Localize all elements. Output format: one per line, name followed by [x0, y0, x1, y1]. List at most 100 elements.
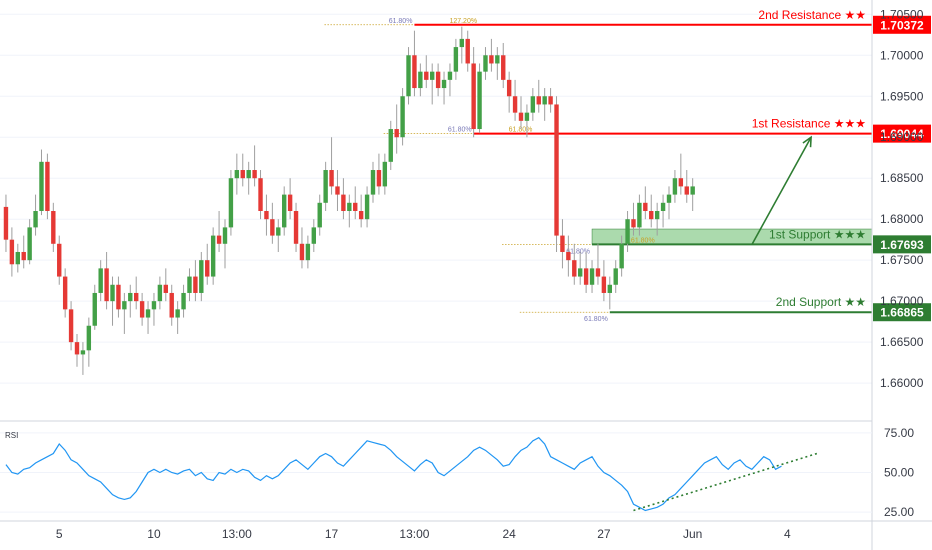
- x-tick-label: 4: [784, 527, 791, 541]
- candle: [578, 251, 583, 285]
- candle: [157, 276, 163, 310]
- candle: [134, 276, 139, 310]
- candle: [554, 96, 559, 252]
- candle-body: [400, 96, 405, 138]
- candle-body: [631, 219, 636, 228]
- candle: [122, 292, 127, 334]
- y-tick-label: 1.70000: [880, 48, 924, 62]
- candle: [678, 153, 684, 195]
- candle-body: [222, 227, 228, 244]
- candle-body: [305, 243, 311, 261]
- candle: [21, 235, 26, 269]
- candle-body: [74, 342, 80, 355]
- candle-body: [246, 170, 251, 179]
- candle: [62, 268, 68, 318]
- candle: [625, 211, 630, 252]
- candle: [424, 55, 429, 89]
- candle-body: [560, 235, 565, 252]
- candle: [175, 301, 180, 334]
- candle-body: [370, 170, 376, 195]
- candle: [9, 227, 15, 277]
- candle-body: [530, 96, 536, 113]
- candle: [613, 260, 618, 293]
- candle-body: [512, 96, 518, 113]
- support-2-label: 2nd Support ★★: [776, 295, 866, 309]
- resistance-1-label: 1st Resistance ★★★: [752, 117, 866, 131]
- candle: [583, 251, 589, 293]
- candle: [228, 170, 234, 236]
- candle: [560, 219, 565, 269]
- x-tick-label: 24: [502, 527, 516, 541]
- candle-body: [276, 227, 281, 236]
- candle-body: [684, 186, 689, 195]
- candle-body: [388, 129, 393, 162]
- support-2-fib-label: 61.80%: [584, 316, 608, 323]
- candle-body: [282, 194, 287, 228]
- level-lines: 2nd Resistance ★★ 61.80% 127.20% 1st Resist…: [324, 8, 872, 323]
- candle-body: [690, 186, 695, 195]
- candle-body: [625, 219, 630, 244]
- candle-body: [364, 194, 370, 220]
- candle: [435, 63, 441, 97]
- candle: [51, 202, 56, 252]
- rsi-title: RSI: [5, 431, 18, 440]
- candle-body: [654, 211, 660, 220]
- candle-body: [33, 211, 38, 228]
- candle: [406, 47, 411, 105]
- candle: [240, 153, 245, 187]
- candle: [459, 26, 464, 64]
- candle-body: [193, 276, 198, 293]
- candle-body: [323, 170, 328, 203]
- projection-arrow: [751, 135, 812, 245]
- candle-body: [347, 202, 352, 211]
- support-1-tag: [873, 235, 931, 254]
- candle-body: [501, 55, 506, 80]
- resistance-1-tag-text: 1.69044: [880, 127, 924, 141]
- candle-body: [589, 268, 595, 285]
- candle: [287, 178, 293, 220]
- candle-body: [57, 243, 62, 277]
- candle-body: [317, 202, 322, 228]
- candle-body: [435, 71, 441, 89]
- candle: [430, 63, 435, 105]
- candle: [15, 243, 20, 273]
- x-tick-label: 13:00: [222, 527, 252, 541]
- candle: [33, 194, 38, 236]
- y-tick-label: 1.68000: [880, 212, 924, 226]
- candle: [199, 251, 204, 302]
- support-1-fib-label: 61.80%: [566, 248, 590, 255]
- candle-body: [163, 284, 168, 293]
- candle: [264, 194, 269, 236]
- candle-body: [554, 104, 559, 236]
- candle: [335, 170, 340, 211]
- candle: [252, 145, 257, 187]
- candle-body: [122, 301, 127, 310]
- x-tick-label: 13:00: [399, 527, 429, 541]
- candle: [234, 153, 240, 195]
- candle: [548, 88, 553, 113]
- candle: [666, 186, 672, 220]
- candle-body: [430, 71, 435, 80]
- candle: [222, 219, 228, 269]
- price-grid: [0, 13, 872, 384]
- resistance-2-tag: [873, 15, 931, 34]
- price-tags: 1.70372 1.69044 1.67693 1.66865: [873, 15, 931, 322]
- support-2-tag-text: 1.66865: [880, 306, 924, 320]
- candle: [347, 194, 352, 228]
- candle-body: [311, 227, 316, 244]
- candle: [139, 292, 145, 326]
- candle-body: [110, 284, 115, 302]
- candle-body: [145, 309, 151, 318]
- candle-body: [441, 79, 447, 89]
- candle-body: [566, 251, 571, 261]
- candle-body: [578, 268, 583, 277]
- support-1-fib-label-2: 161.80%: [627, 237, 655, 244]
- y-tick-label: 1.67500: [880, 253, 924, 267]
- candle: [353, 186, 358, 220]
- candle: [453, 38, 459, 80]
- candle: [80, 342, 86, 375]
- rsi-tick-label: 50.00: [884, 466, 914, 480]
- candle-body: [341, 194, 346, 211]
- candle-body: [199, 260, 204, 293]
